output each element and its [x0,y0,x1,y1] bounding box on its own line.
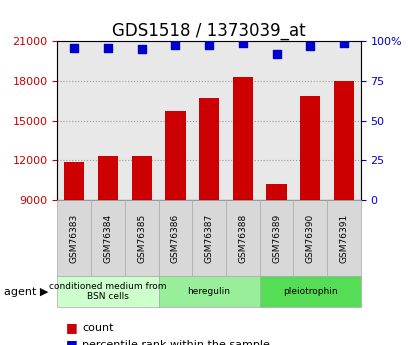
Point [340,40,346,46]
Point [172,42,178,47]
Text: GSM76388: GSM76388 [238,214,247,263]
Title: GDS1518 / 1373039_at: GDS1518 / 1373039_at [112,22,305,40]
Point [71,45,77,50]
Text: GSM76385: GSM76385 [137,214,146,263]
Text: agent ▶: agent ▶ [4,287,48,296]
Text: ■: ■ [65,321,77,334]
Text: count: count [82,323,113,333]
Text: GSM76384: GSM76384 [103,214,112,263]
Text: conditioned medium from
BSN cells: conditioned medium from BSN cells [49,282,166,301]
Bar [198,98,219,200]
Point [104,45,111,50]
Bar [131,156,151,200]
Text: GSM76391: GSM76391 [339,214,348,263]
Bar [266,184,286,200]
Bar [98,156,118,200]
Text: percentile rank within the sample: percentile rank within the sample [82,340,269,345]
Point [306,43,313,49]
Text: GSM76383: GSM76383 [70,214,79,263]
Text: GSM76386: GSM76386 [171,214,180,263]
Text: heregulin: heregulin [187,287,230,296]
Bar [232,77,252,200]
Bar [333,81,353,200]
Text: GSM76387: GSM76387 [204,214,213,263]
Text: GSM76389: GSM76389 [271,214,280,263]
Bar [299,96,319,200]
Text: ■: ■ [65,338,77,345]
Bar [165,111,185,200]
Point [138,47,145,52]
Point [239,40,245,46]
Bar [64,162,84,200]
Point [205,42,212,47]
Point [272,51,279,57]
Text: GSM76390: GSM76390 [305,214,314,263]
Text: pleiotrophin: pleiotrophin [282,287,337,296]
